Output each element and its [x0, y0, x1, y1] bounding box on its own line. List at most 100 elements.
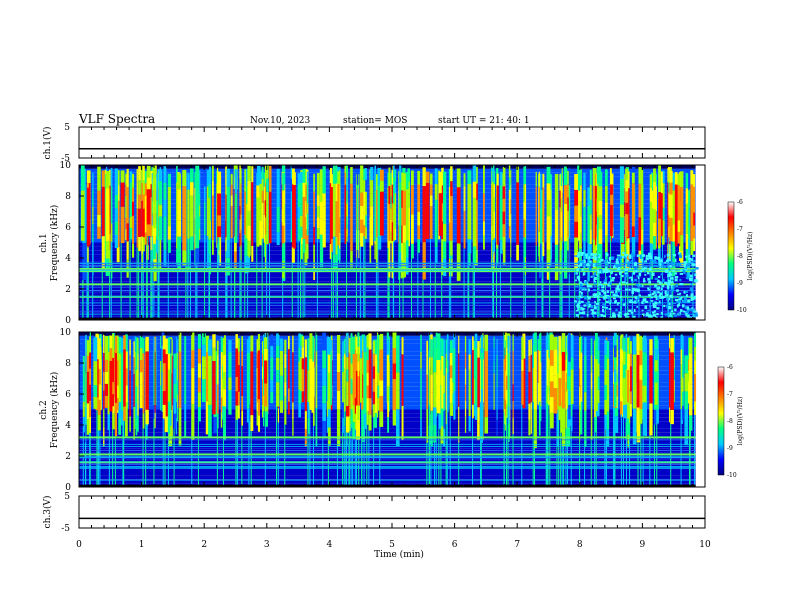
- noise-speck: [642, 279, 646, 283]
- sferic-segment: [670, 381, 674, 396]
- sferic-segment: [234, 230, 238, 243]
- sferic-tail: [239, 246, 241, 320]
- sferic-segment: [141, 237, 145, 252]
- sferic-segment: [118, 337, 122, 354]
- sferic-segment: [372, 340, 376, 354]
- noise-speck: [615, 258, 618, 263]
- sferic-segment: [364, 215, 367, 228]
- sferic-segment: [442, 339, 445, 358]
- sferic-segment: [177, 220, 182, 237]
- sferic-segment: [467, 170, 472, 185]
- ch1-waveform-panel: 5 -5 ch.1(V): [42, 123, 706, 164]
- sferic-segment: [299, 368, 304, 380]
- sferic-segment: [195, 231, 200, 249]
- sferic-segment: [568, 238, 570, 257]
- sferic-segment: [379, 349, 384, 365]
- noise-speck: [577, 307, 579, 311]
- spectrogram-row: [79, 172, 696, 177]
- noise-speck: [607, 296, 609, 299]
- noise-speck: [644, 260, 648, 263]
- sferic-segment: [284, 396, 287, 411]
- noise-speck: [643, 266, 648, 270]
- sferic-segment: [622, 378, 626, 392]
- sferic-segment: [129, 193, 133, 206]
- sferic-segment: [499, 212, 503, 227]
- sferic-segment: [234, 251, 237, 268]
- sferic-segment: [264, 200, 267, 218]
- sferic-segment: [620, 337, 625, 350]
- sferic-tail: [122, 444, 124, 487]
- sferic-segment: [456, 224, 461, 244]
- sferic-segment: [85, 424, 87, 443]
- sferic-segment: [464, 352, 467, 369]
- narrowband-line: [79, 265, 696, 266]
- sferic-segment: [538, 186, 540, 202]
- sferic-segment: [348, 338, 351, 354]
- sferic-segment: [125, 173, 128, 185]
- sferic-segment: [299, 182, 303, 194]
- sferic-segment: [331, 225, 334, 239]
- sferic-segment: [417, 170, 421, 185]
- sferic-tail: [468, 266, 470, 320]
- sferic-segment: [131, 201, 135, 216]
- sferic-segment: [547, 358, 552, 370]
- noise-speck: [648, 267, 652, 271]
- sferic-segment: [561, 217, 563, 230]
- sferic-segment: [304, 357, 307, 376]
- noise-speck: [595, 255, 597, 258]
- sferic-tail: [222, 440, 224, 487]
- sferic-segment: [173, 368, 177, 384]
- sferic-segment: [524, 166, 527, 185]
- sferic-segment: [89, 384, 92, 401]
- sferic-segment: [563, 203, 568, 223]
- sferic-segment: [209, 220, 212, 239]
- sferic-segment: [293, 172, 296, 185]
- sferic-segment: [195, 165, 200, 183]
- sferic-tail: [467, 252, 469, 320]
- sferic-segment: [472, 391, 474, 405]
- sferic-segment: [480, 424, 483, 443]
- sferic-segment: [220, 412, 223, 428]
- sferic-segment: [322, 350, 326, 369]
- sferic-segment: [259, 233, 262, 246]
- noise-speck: [642, 298, 647, 302]
- sferic-segment: [563, 166, 568, 186]
- sferic-segment: [535, 186, 537, 202]
- narrowband-line: [79, 463, 696, 465]
- sferic-segment: [184, 420, 187, 438]
- sferic-segment: [330, 350, 332, 362]
- noise-speck: [619, 271, 623, 273]
- sferic-segment: [521, 359, 524, 371]
- sferic-segment: [175, 369, 177, 386]
- sferic-segment: [350, 233, 353, 251]
- noise-speck: [586, 284, 590, 288]
- noise-speck: [587, 263, 591, 266]
- sferic-segment: [653, 222, 656, 237]
- sferic-segment: [410, 199, 414, 215]
- sferic-segment: [197, 377, 201, 393]
- sferic-tail: [204, 267, 206, 320]
- sferic-segment: [335, 183, 338, 202]
- sferic-segment: [299, 345, 304, 358]
- sferic-segment: [241, 410, 244, 426]
- noise-speck: [585, 255, 588, 259]
- sferic-tail: [348, 444, 350, 487]
- sferic-segment: [332, 166, 336, 184]
- sferic-segment: [620, 397, 625, 410]
- sferic-segment: [348, 415, 351, 432]
- sferic-segment: [103, 352, 105, 372]
- sferic-segment: [642, 335, 647, 353]
- sferic-segment: [120, 396, 125, 411]
- sferic-segment: [434, 168, 438, 185]
- sferic-tail: [429, 238, 431, 320]
- sferic-segment: [86, 371, 90, 388]
- noise-speck: [649, 259, 653, 262]
- sferic-segment: [542, 214, 545, 229]
- sferic-tail: [355, 258, 357, 320]
- sferic-segment: [298, 347, 302, 362]
- sferic-segment: [259, 220, 262, 234]
- sferic-segment: [507, 371, 510, 389]
- sferic-segment: [297, 218, 301, 230]
- sferic-segment: [379, 380, 384, 396]
- sferic-segment: [682, 363, 684, 378]
